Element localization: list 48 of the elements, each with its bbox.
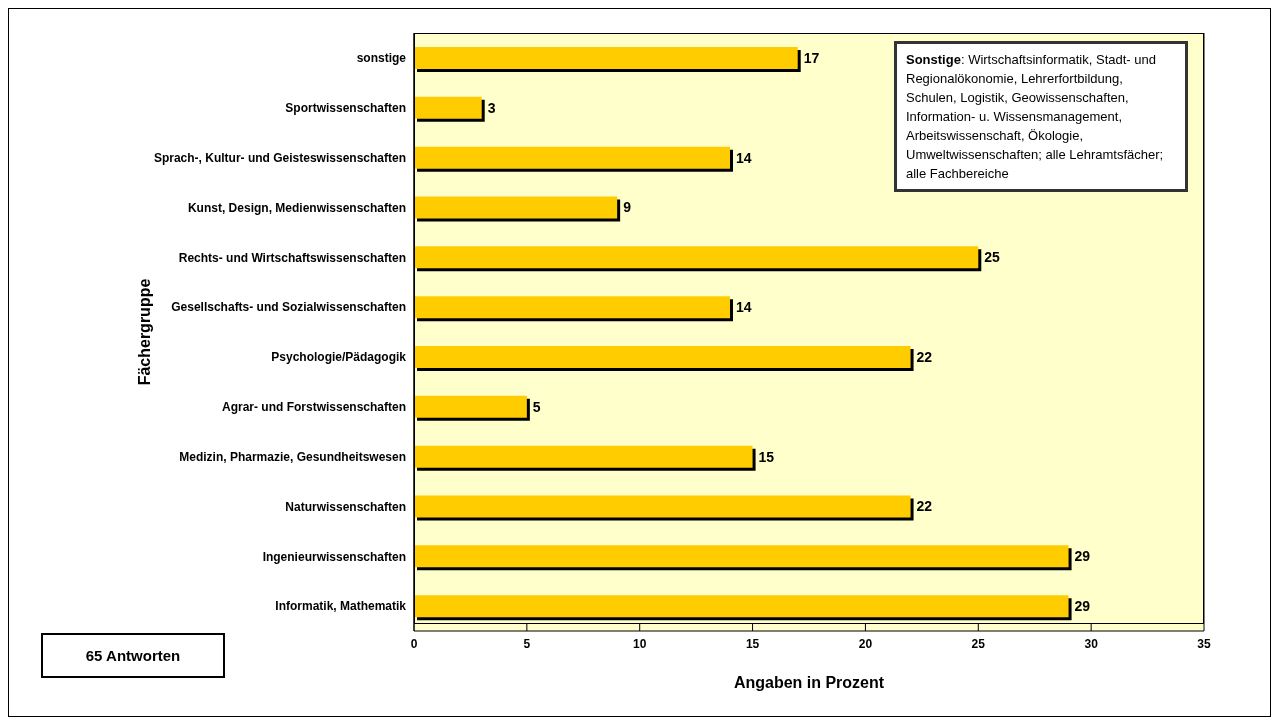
bar [414, 146, 730, 169]
y-tick-label: Rechts- und Wirtschaftswissenschaften [178, 250, 406, 265]
x-tick-label: 5 [523, 636, 531, 651]
bar [414, 296, 730, 319]
text: 65 Antworten [41, 633, 225, 678]
data-label: 22 [916, 348, 933, 365]
y-tick-label: Psychologie/Pädagogik [271, 350, 407, 365]
y-tick-label: Kunst, Design, Medienwissenschaften [187, 200, 406, 215]
data-label: 22 [916, 498, 933, 515]
data-label: 15 [758, 448, 775, 465]
bar [414, 47, 798, 69]
y-tick-label: Agrar- und Forstwissenschaften [221, 400, 406, 415]
y-tick-label: Medizin, Pharmazie, Gesundheitswesen [179, 449, 406, 464]
data-label: 14 [736, 299, 752, 316]
data-label: 29 [1074, 548, 1091, 565]
y-axis-title: Fächergruppe [135, 278, 153, 386]
y-tick-label: Gesellschafts- und Sozialwissenschaften [171, 300, 406, 315]
data-label: 5 [532, 398, 541, 415]
bar [414, 96, 482, 119]
x-tick-label: 10 [633, 636, 647, 651]
data-label: 3 [487, 99, 496, 116]
data-label: 25 [984, 249, 1001, 266]
bar [414, 196, 618, 219]
bar [414, 595, 1069, 618]
x-tick-label: 35 [1197, 636, 1211, 651]
bar [414, 346, 911, 368]
data-label: 17 [803, 49, 820, 66]
y-tick-label: Sprach-, Kultur- und Geisteswissenschaften [153, 150, 406, 165]
x-tick-label: 0 [410, 636, 418, 651]
annotation: Sonstige: Wirtschaftsinformatik, Stadt- und Regionalökonomie, Lehrerfortbildung, Schulen, Logistik, Geowissenschaften, Information- u. Wissensmanagement, Arbeitswissenschaft, Ökologie, Umweltwissenschaften; alle Lehramtsfächer; alle Fachbereiche [894, 41, 1188, 192]
y-tick-label: Naturwissenschaften [285, 499, 406, 514]
data-label: 29 [1074, 598, 1091, 615]
data-label: 14 [736, 149, 752, 166]
y-tick-label: Ingenieurwissenschaften [262, 549, 406, 564]
y-tick-label: Informatik, Mathematik [275, 599, 407, 614]
x-axis-title: Angaben in Prozent [733, 674, 885, 691]
x-tick-label: 30 [1084, 636, 1099, 651]
bar [414, 495, 911, 518]
x-tick-label: 20 [858, 636, 873, 651]
x-tick-label: 15 [745, 636, 760, 651]
y-tick-label: sonstige [356, 51, 407, 66]
x-tick-label: 25 [971, 636, 986, 651]
y-tick-label: Sportwissenschaften [285, 101, 406, 116]
bar [414, 246, 979, 269]
bar [414, 395, 527, 418]
data-label: 9 [623, 199, 632, 216]
bar [414, 445, 753, 468]
bar [414, 545, 1069, 568]
